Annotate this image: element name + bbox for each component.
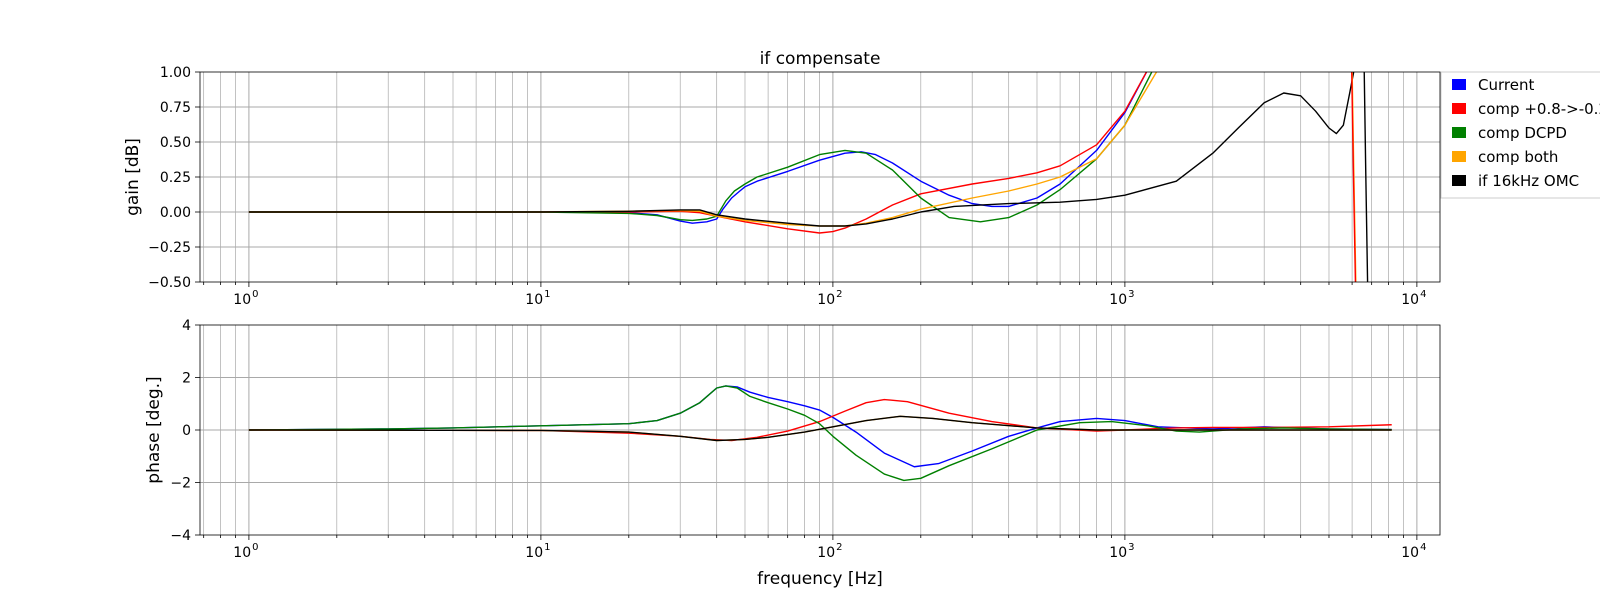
- x-tick-label: 102: [817, 542, 842, 561]
- legend-swatch: [1452, 79, 1466, 90]
- gain-x-ticks: 100 101 102 103 104: [203, 282, 1426, 308]
- x-tick-label: 104: [1401, 542, 1426, 561]
- legend-label: comp +0.8->-0.2d: [1478, 100, 1600, 118]
- phase-y-label: phase [deg.]: [144, 376, 164, 483]
- y-tick-label: 0.50: [160, 135, 191, 151]
- series-line: [248, 72, 1153, 223]
- x-tick-label: 101: [525, 542, 550, 561]
- series-line: [248, 72, 1148, 234]
- y-tick-label: 1.00: [160, 65, 191, 81]
- y-tick-label: 2: [182, 371, 191, 387]
- y-tick-label: 0: [182, 423, 191, 439]
- legend-swatch: [1452, 175, 1466, 186]
- phase-panel: 100 101 102 103 104 −4 −2 0 2 4 phase [deg.] fre…: [144, 318, 1441, 589]
- series-line: [1363, 72, 1369, 282]
- legend-box: [1440, 71, 1600, 199]
- legend-swatch: [1452, 127, 1466, 138]
- gain-grid: [200, 72, 1440, 282]
- x-tick-label: 104: [1401, 289, 1426, 308]
- series-line: [248, 415, 1392, 442]
- phase-x-ticks: 100 101 102 103 104: [203, 535, 1426, 561]
- x-tick-label: 103: [1109, 542, 1134, 561]
- gain-panel: 100 101 102 103 104 −0.50 −0.25 0.00 0.25 0.50 0.…: [123, 49, 1441, 308]
- y-tick-label: −2: [170, 476, 191, 492]
- y-tick-label: 0.75: [160, 100, 191, 116]
- x-tick-label: 101: [525, 289, 550, 308]
- x-axis-label: frequency [Hz]: [757, 569, 883, 589]
- legend-swatch: [1452, 151, 1466, 162]
- series-line: [1351, 72, 1357, 282]
- y-tick-label: −4: [170, 528, 191, 544]
- x-tick-label: 103: [1109, 289, 1134, 308]
- series-line: [248, 72, 1148, 224]
- legend: Current comp +0.8->-0.2d comp DCPD comp bot…: [1440, 71, 1600, 199]
- gain-y-label: gain [dB]: [123, 138, 143, 216]
- x-tick-label: 102: [817, 289, 842, 308]
- series-line: [248, 72, 1355, 227]
- legend-label: comp both: [1478, 148, 1558, 166]
- phase-y-ticks: −4 −2 0 2 4: [170, 318, 200, 544]
- chart-title: if compensate: [760, 49, 881, 69]
- y-tick-label: 4: [182, 318, 191, 334]
- gain-series: [248, 72, 1369, 282]
- y-tick-label: 0.25: [160, 170, 191, 186]
- x-tick-label: 100: [233, 289, 258, 308]
- legend-label: Current: [1478, 76, 1534, 94]
- y-tick-label: −0.25: [148, 240, 191, 256]
- phase-series: [248, 385, 1392, 482]
- legend-label: comp DCPD: [1478, 124, 1567, 142]
- x-tick-label: 100: [233, 542, 258, 561]
- legend-swatch: [1452, 103, 1466, 114]
- gain-y-ticks: −0.50 −0.25 0.00 0.25 0.50 0.75 1.00: [148, 65, 200, 291]
- y-tick-label: −0.50: [148, 275, 191, 291]
- legend-label: if 16kHz OMC: [1478, 172, 1579, 190]
- y-tick-label: 0.00: [160, 205, 191, 221]
